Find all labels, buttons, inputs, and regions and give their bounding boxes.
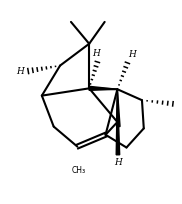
Polygon shape	[116, 89, 120, 155]
Text: CH₃: CH₃	[72, 166, 86, 175]
Polygon shape	[117, 89, 120, 127]
Text: H: H	[92, 49, 100, 58]
Text: H: H	[16, 67, 24, 76]
Polygon shape	[89, 86, 117, 90]
Text: H: H	[114, 158, 122, 167]
Text: H: H	[128, 50, 136, 59]
